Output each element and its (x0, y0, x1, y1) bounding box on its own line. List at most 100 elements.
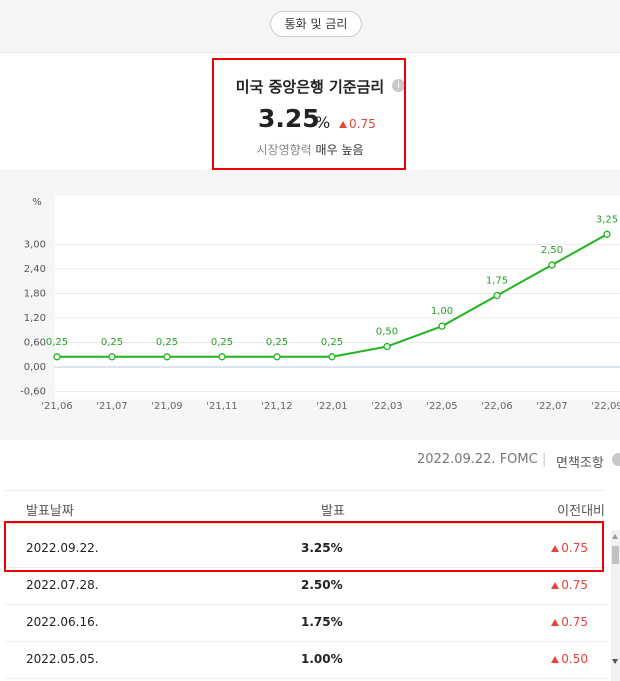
point (603, 230, 611, 238)
scroll-up[interactable] (612, 534, 618, 539)
table-row[interactable]: 2022.09.22. 3.25% 0.75 (5, 530, 608, 568)
info-icon[interactable] (612, 453, 620, 466)
date-cell: 2022.05.05. (26, 652, 99, 666)
impact: 시장영향력 매우 높음 (0, 141, 620, 158)
point (53, 353, 61, 361)
impact-label: 시장영향력 (256, 143, 312, 157)
y-unit: % (32, 197, 42, 208)
point (328, 353, 336, 361)
date-cell: 2022.06.16. (26, 615, 99, 629)
up-icon (551, 582, 560, 589)
disclaimer[interactable]: 면책조항 (556, 456, 604, 471)
point (548, 261, 556, 269)
x-tick-label: '21,07 (96, 401, 127, 412)
date-cell-text: 2022.06.16. (26, 615, 99, 629)
value-cell: 1.00% (301, 652, 343, 666)
x-tick-label: '21,11 (206, 401, 237, 412)
y-tick-label: 1,20 (24, 313, 46, 324)
data-label: 3,25 (596, 214, 618, 225)
change-cell: 0.50 (551, 652, 588, 666)
point (163, 353, 171, 361)
data-label: 0,25 (101, 337, 123, 348)
data-label: 0,25 (266, 337, 288, 348)
header-cell: 발표 (321, 504, 345, 519)
data-label: 0,25 (321, 337, 343, 348)
point (438, 322, 446, 330)
scroll-down[interactable] (612, 659, 618, 664)
value-cell-text: 3.25% (301, 541, 343, 555)
data-label: 0,25 (211, 337, 233, 348)
date-cell-text: 2022.07.28. (26, 578, 99, 592)
value-cell: 1.75% (301, 615, 343, 629)
x-tick-label: '22,07 (536, 401, 567, 412)
value-cell: 2.50% (301, 578, 343, 592)
data-label: 0,25 (46, 337, 68, 348)
date-cell: 2022.07.28. (26, 578, 99, 592)
divider: | (542, 452, 547, 467)
point (383, 342, 391, 351)
rate-change: 0.75 (339, 117, 376, 131)
info-icon[interactable]: i (392, 79, 405, 92)
x-tick-label: '22,06 (481, 401, 512, 412)
change-value: 0.75 (349, 117, 376, 131)
change-cell: 0.75 (551, 541, 588, 555)
impact-level: 매우 높음 (315, 143, 364, 157)
change-cell: 0.75 (551, 578, 588, 592)
change-cell-text: 0.50 (561, 652, 588, 666)
category-button[interactable]: 통화 및 금리 (270, 11, 362, 37)
x-tick-label: '21,09 (151, 401, 182, 412)
y-tick-label: 0,60 (24, 338, 46, 349)
data-label: 0,50 (376, 327, 398, 338)
value-cell-text: 1.75% (301, 615, 343, 629)
up-icon (551, 545, 560, 552)
y-tick-label: 0,00 (24, 362, 46, 373)
point (493, 291, 501, 300)
scrollbar[interactable] (611, 530, 620, 681)
top-bar: 통화 및 금리 (0, 0, 620, 53)
event-date: 2022.09.22. FOMC (417, 452, 538, 467)
highlight-box (212, 58, 406, 170)
x-tick-label: '21,12 (261, 401, 292, 412)
up-icon (551, 656, 560, 663)
y-tick-label: 1,80 (24, 289, 46, 300)
data-label: 0,25 (156, 337, 178, 348)
x-tick-label: '22,05 (426, 401, 457, 412)
up-icon (339, 121, 347, 128)
table-row[interactable]: 2022.06.16. 1.75% 0.75 (5, 604, 608, 642)
x-tick-label: '22,01 (316, 401, 347, 412)
table-row[interactable]: 2022.05.05. 1.00% 0.50 (5, 641, 608, 679)
change-cell-text: 0.75 (561, 615, 588, 629)
x-tick-label: '22,03 (371, 401, 402, 412)
highlight-box (4, 521, 604, 572)
table-header: 발표날짜 발표 이전대비 (5, 490, 605, 524)
up-icon (551, 619, 560, 626)
table-row[interactable]: 2022.07.28. 2.50% 0.75 (5, 567, 608, 605)
date-cell: 2022.09.22. (26, 541, 99, 555)
change-cell: 0.75 (551, 615, 588, 629)
data-label: 2,50 (541, 245, 563, 256)
info-bar: 2022.09.22. FOMC | 면책조항 (0, 440, 620, 480)
data-label: 1,00 (431, 306, 453, 317)
plot-area (55, 195, 620, 400)
x-tick-label: '21,06 (41, 401, 72, 412)
header-cell: 이전대비 (557, 504, 605, 519)
header-cell: 발표날짜 (26, 504, 74, 519)
y-tick-label: 3,00 (24, 240, 46, 251)
chart: % -0,60 0,00 0,60 1,20 1,80 2,40 3,00 0,25 '21,0… (0, 170, 620, 440)
y-tick-label: -0,60 (20, 387, 46, 398)
point (218, 353, 226, 361)
value-cell: 3.25% (301, 541, 343, 555)
change-cell-text: 0.75 (561, 578, 588, 592)
scroll-thumb[interactable] (612, 546, 619, 564)
change-cell-text: 0.75 (561, 541, 588, 555)
point (273, 353, 281, 361)
date-cell-text: 2022.09.22. (26, 541, 99, 555)
y-tick-label: 2,40 (24, 264, 46, 275)
rate-value: 3.25 (258, 104, 320, 133)
x-tick-label: '22,09 (591, 401, 620, 412)
value-cell-text: 2.50% (301, 578, 343, 592)
point (108, 353, 116, 361)
rate-unit: % (315, 113, 331, 132)
date-cell-text: 2022.05.05. (26, 652, 99, 666)
